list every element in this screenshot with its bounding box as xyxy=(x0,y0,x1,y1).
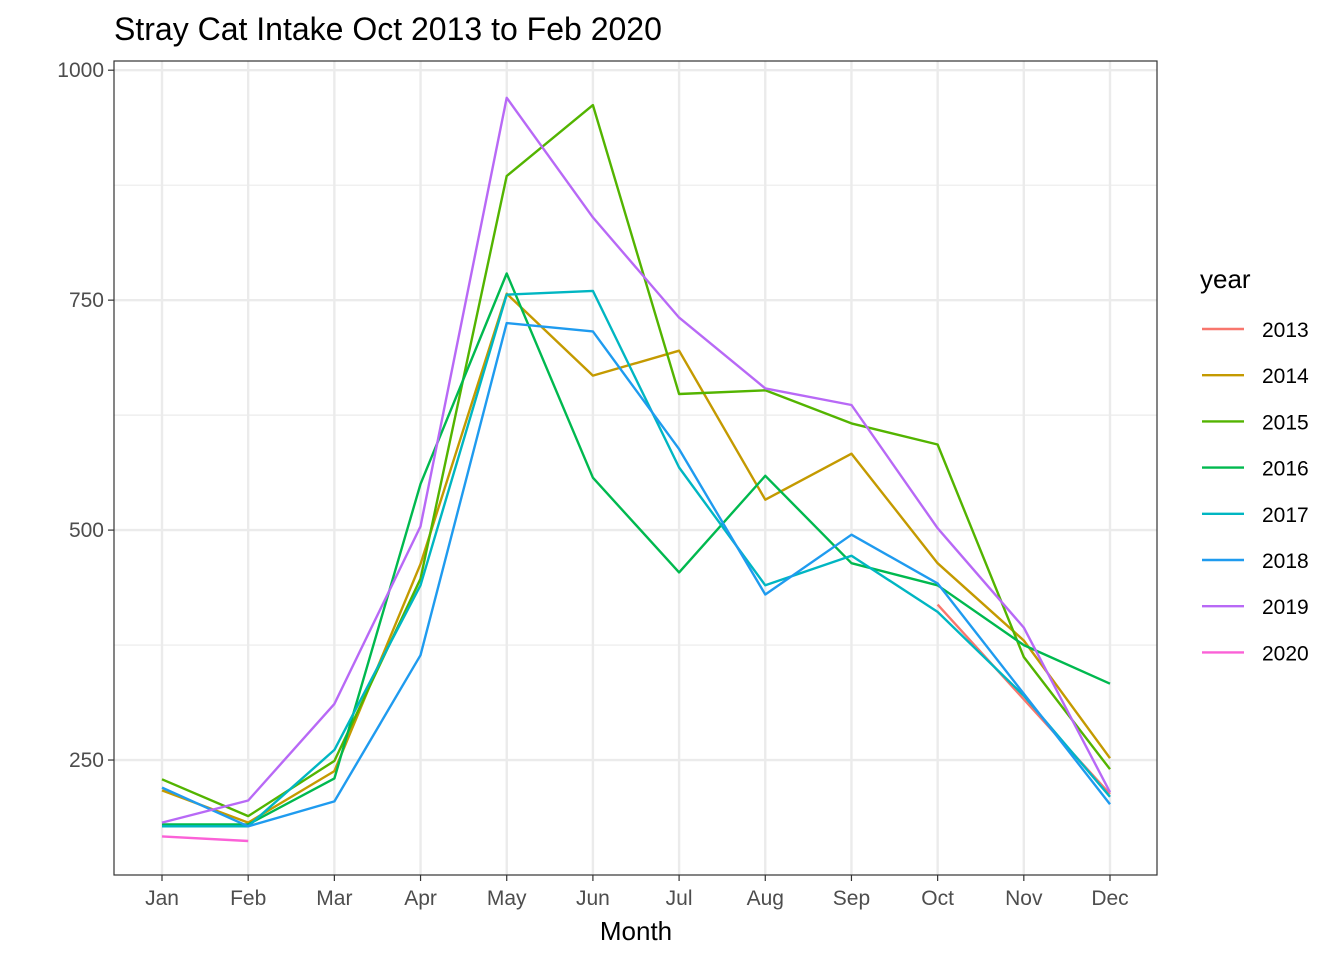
series-line-2017 xyxy=(162,289,1111,828)
x-tick-label: Jan xyxy=(145,887,179,910)
y-axis: 250 500 750 1000 xyxy=(57,59,114,772)
series-line-2014 xyxy=(161,292,1111,824)
x-tick-label: Jul xyxy=(666,887,693,910)
y-tick-label: 1000 xyxy=(57,59,104,82)
x-tick-label: Jun xyxy=(576,887,610,910)
legend-label-2017: 2017 xyxy=(1262,504,1309,527)
y-tick-label: 750 xyxy=(69,289,104,312)
series-lines xyxy=(161,96,1112,843)
x-axis: Jan Feb Mar Apr May Jun Jul Aug Sep Oct Nov Dec xyxy=(145,875,1129,910)
x-tick-label: Oct xyxy=(921,887,954,910)
legend-label-2016: 2016 xyxy=(1262,458,1309,481)
x-tick-label: Feb xyxy=(230,887,266,910)
legend-label-2013: 2013 xyxy=(1262,319,1309,342)
plot-border xyxy=(113,60,1158,876)
legend-label-2019: 2019 xyxy=(1262,596,1309,619)
legend: year 2013 2014 2015 2016 2017 2018 2019 2020 xyxy=(1200,264,1309,665)
legend-label-2018: 2018 xyxy=(1262,550,1309,573)
series-line-2019 xyxy=(161,96,1112,824)
x-tick-label: Nov xyxy=(1005,887,1043,910)
plot-panel xyxy=(114,61,1157,875)
x-tick-label: May xyxy=(487,887,527,910)
legend-label-2020: 2020 xyxy=(1262,642,1309,665)
x-tick-label: Sep xyxy=(833,887,870,910)
chart-title: Stray Cat Intake Oct 2013 to Feb 2020 xyxy=(114,11,662,47)
y-tick-label: 250 xyxy=(69,749,104,772)
legend-label-2014: 2014 xyxy=(1262,365,1309,388)
series-line-2020 xyxy=(161,835,249,843)
x-tick-label: Mar xyxy=(316,887,352,910)
y-tick-label: 500 xyxy=(69,519,104,542)
x-tick-label: Apr xyxy=(404,887,437,910)
legend-label-2015: 2015 xyxy=(1262,411,1309,434)
series-line-2018 xyxy=(161,321,1111,828)
series-line-2016 xyxy=(162,272,1111,826)
x-tick-label: Dec xyxy=(1091,887,1128,910)
x-axis-title: Month xyxy=(600,916,672,946)
legend-title: year xyxy=(1200,264,1251,294)
series-line-2015 xyxy=(161,103,1111,818)
x-tick-label: Aug xyxy=(747,887,784,910)
